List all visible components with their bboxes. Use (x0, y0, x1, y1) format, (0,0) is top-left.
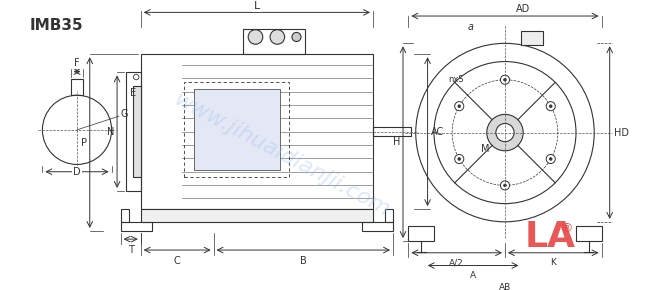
Text: LA: LA (525, 220, 576, 254)
Circle shape (504, 184, 506, 187)
Text: A/2: A/2 (449, 258, 464, 267)
Circle shape (270, 30, 285, 44)
Circle shape (549, 105, 552, 108)
Text: www.jihuaidianjii.com: www.jihuaidianjii.com (170, 89, 393, 220)
Circle shape (292, 32, 301, 41)
Circle shape (504, 78, 506, 81)
Text: G: G (121, 109, 128, 119)
Circle shape (500, 75, 510, 84)
Circle shape (549, 158, 552, 160)
Text: F: F (74, 58, 80, 68)
Text: I: I (132, 145, 135, 155)
Text: T: T (128, 244, 134, 255)
Text: AC: AC (431, 127, 445, 137)
Circle shape (458, 105, 461, 108)
Bar (141, 54, 373, 209)
Circle shape (133, 165, 139, 171)
Circle shape (500, 181, 510, 190)
Text: a: a (467, 22, 473, 32)
Circle shape (133, 74, 139, 80)
Bar (362, 222, 393, 231)
Text: C: C (174, 255, 181, 266)
Bar (121, 209, 129, 222)
Circle shape (455, 155, 464, 164)
Circle shape (496, 124, 514, 142)
Text: A: A (470, 271, 476, 280)
Text: L: L (254, 1, 260, 10)
Text: AD: AD (516, 4, 530, 14)
Text: ®: ® (561, 222, 573, 235)
Text: P: P (81, 137, 87, 148)
Bar (185, 81, 289, 177)
Circle shape (248, 30, 263, 44)
Text: I: I (132, 119, 135, 129)
Bar (373, 127, 411, 136)
Bar (385, 209, 393, 222)
Text: nxS: nxS (448, 75, 464, 84)
Text: D: D (73, 167, 81, 177)
Circle shape (455, 102, 464, 111)
Bar (194, 89, 280, 170)
Bar (576, 226, 601, 241)
Bar (242, 29, 305, 54)
Circle shape (546, 155, 555, 164)
Bar (71, 79, 83, 95)
Bar (141, 209, 373, 222)
Text: IMB35: IMB35 (30, 18, 83, 33)
Circle shape (487, 114, 523, 151)
Text: B: B (300, 255, 307, 266)
Text: K: K (551, 258, 556, 267)
Bar (126, 72, 141, 191)
Bar (408, 226, 434, 241)
Circle shape (546, 102, 555, 111)
Bar (133, 86, 141, 177)
Text: H: H (393, 137, 400, 147)
Text: HD: HD (614, 128, 629, 137)
Text: E: E (131, 88, 136, 97)
Text: M: M (481, 144, 489, 154)
Bar (121, 222, 151, 231)
Text: N: N (107, 127, 114, 137)
Circle shape (133, 120, 139, 125)
Text: AB: AB (499, 283, 511, 290)
Bar (521, 31, 543, 45)
Circle shape (458, 158, 461, 160)
